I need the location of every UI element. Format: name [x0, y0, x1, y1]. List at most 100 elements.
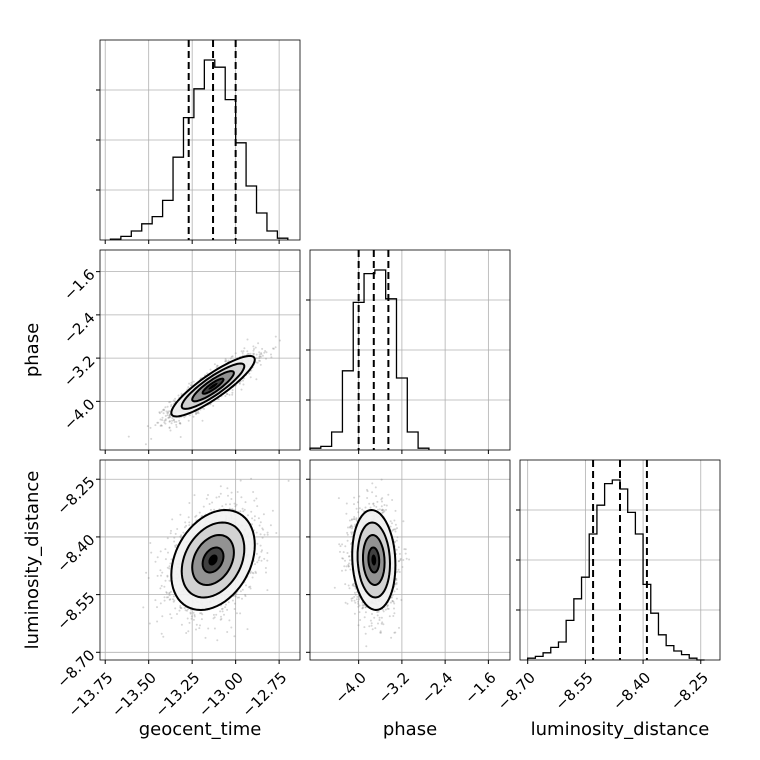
sample-point	[393, 612, 396, 615]
sample-point	[258, 557, 261, 559]
sample-point	[205, 497, 208, 500]
sample-point	[159, 569, 162, 572]
sample-point	[260, 550, 263, 553]
sample-point	[193, 615, 196, 618]
sample-point	[351, 525, 354, 528]
sample-point	[361, 607, 364, 610]
contour-line-0	[201, 546, 225, 574]
sample-point	[386, 605, 389, 608]
sample-point	[358, 598, 361, 601]
sample-point	[168, 567, 171, 570]
sample-point	[190, 384, 193, 387]
sample-point	[393, 519, 396, 522]
sample-point	[256, 561, 259, 564]
sample-point	[353, 496, 356, 499]
sample-point	[167, 410, 170, 413]
sample-point	[160, 410, 163, 413]
sample-point	[238, 381, 241, 384]
panel-content	[333, 478, 411, 648]
sample-point	[201, 613, 204, 616]
sample-point	[395, 577, 398, 580]
sample-point	[260, 353, 263, 356]
sample-point	[169, 562, 172, 565]
sample-point	[266, 552, 269, 554]
sample-point	[171, 419, 174, 422]
sample-point	[198, 627, 201, 630]
sample-point	[257, 559, 260, 562]
sample-point	[187, 386, 190, 389]
sample-point	[224, 395, 227, 397]
sample-point	[350, 543, 352, 545]
sample-point	[254, 361, 257, 364]
sample-point	[261, 354, 264, 357]
sample-point	[213, 363, 216, 366]
sample-point	[391, 600, 394, 602]
sample-point	[168, 410, 171, 413]
sample-point	[195, 412, 198, 415]
sample-point	[344, 559, 346, 562]
sample-point	[182, 531, 185, 534]
sample-point	[179, 536, 182, 539]
sample-point	[228, 619, 231, 622]
sample-point	[400, 599, 403, 601]
sample-point	[230, 626, 233, 629]
sample-point	[224, 606, 227, 609]
sample-point	[255, 497, 258, 500]
sample-point	[149, 542, 152, 544]
sample-point	[248, 372, 251, 375]
sample-point	[380, 498, 383, 501]
sample-point	[233, 608, 236, 610]
sample-point	[354, 593, 357, 596]
sample-point	[258, 555, 261, 558]
panel-content	[127, 335, 281, 446]
sample-point	[352, 584, 355, 587]
sample-point	[345, 502, 348, 505]
sample-point	[353, 599, 356, 602]
sample-point	[208, 503, 211, 505]
sample-point	[168, 592, 171, 595]
sample-point	[169, 429, 172, 432]
sample-point	[226, 608, 229, 611]
sample-point	[178, 419, 181, 422]
sample-point	[366, 488, 368, 491]
sample-point	[404, 552, 407, 555]
sample-point	[173, 421, 176, 423]
sample-point	[253, 348, 255, 350]
sample-point	[392, 528, 395, 531]
sample-point	[366, 490, 369, 493]
sample-point	[164, 422, 167, 425]
sample-point	[160, 584, 163, 587]
sample-point	[347, 584, 350, 587]
sample-point	[174, 607, 177, 610]
sample-point	[382, 509, 385, 512]
sample-point	[158, 412, 161, 415]
sample-point	[161, 419, 164, 421]
sample-point	[252, 352, 255, 355]
sample-point	[194, 515, 197, 518]
sample-point	[354, 601, 357, 604]
sample-point	[252, 491, 255, 493]
sample-point	[164, 414, 167, 417]
sample-point	[171, 417, 174, 420]
sample-point	[211, 501, 214, 504]
sample-point	[272, 347, 275, 350]
sample-point	[241, 507, 244, 510]
sample-point	[373, 504, 376, 507]
sample-point	[192, 415, 195, 418]
sample-point	[377, 610, 380, 613]
sample-point	[251, 523, 253, 526]
sample-point	[175, 423, 178, 426]
sample-point	[188, 524, 191, 527]
sample-point	[261, 536, 264, 539]
sample-point	[176, 528, 179, 530]
sample-point	[220, 617, 223, 620]
sample-point	[369, 506, 372, 509]
sample-point	[231, 389, 234, 391]
sample-point	[167, 596, 170, 599]
sample-point	[185, 524, 188, 527]
sample-point	[371, 491, 374, 494]
hist-panel-geocent_time	[96, 39, 301, 244]
sample-point	[261, 549, 263, 552]
sample-point	[176, 613, 178, 615]
sample-point	[177, 394, 180, 397]
